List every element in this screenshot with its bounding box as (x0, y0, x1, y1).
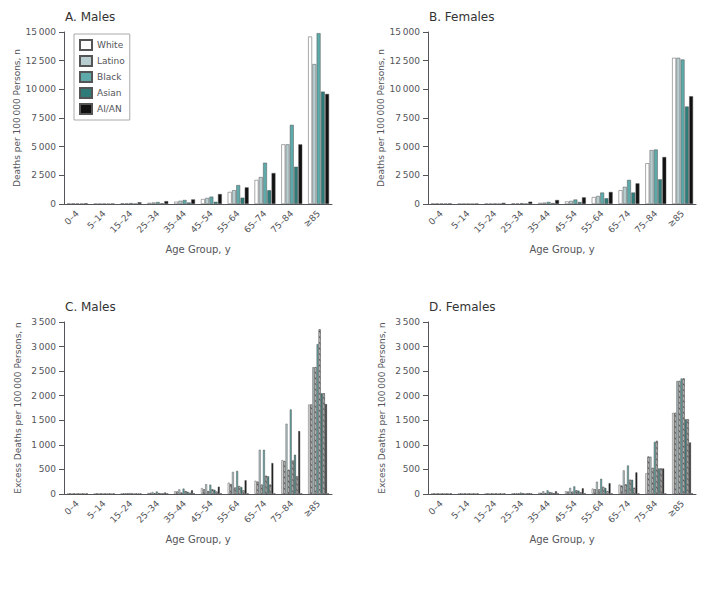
svg-text:5 000: 5 000 (395, 142, 420, 152)
svg-text:7 500: 7 500 (395, 113, 420, 123)
svg-text:Deaths per 100 000 Persons, n: Deaths per 100 000 Persons, n (12, 49, 22, 187)
svg-text:55–64: 55–64 (579, 498, 606, 525)
svg-text:15–24: 15–24 (108, 498, 135, 525)
svg-text:1 000: 1 000 (31, 440, 56, 450)
svg-text:35–44: 35–44 (526, 498, 553, 525)
svg-text:45–54: 45–54 (553, 498, 580, 525)
svg-text:Age Group, y: Age Group, y (529, 244, 594, 255)
svg-text:≥85: ≥85 (666, 498, 686, 518)
svg-text:0: 0 (50, 489, 56, 499)
svg-text:0–4: 0–4 (427, 208, 446, 227)
svg-text:3 000: 3 000 (395, 342, 420, 352)
svg-text:1 500: 1 500 (395, 415, 420, 425)
svg-text:15–24: 15–24 (472, 498, 499, 525)
svg-text:5–14: 5–14 (449, 208, 472, 231)
svg-text:75–84: 75–84 (269, 498, 296, 525)
svg-text:2 000: 2 000 (31, 391, 56, 401)
svg-text:25–34: 25–34 (499, 498, 526, 525)
svg-text:45–54: 45–54 (553, 208, 580, 235)
svg-text:15 000: 15 000 (390, 27, 421, 37)
svg-text:15–24: 15–24 (472, 208, 499, 235)
svg-text:12 500: 12 500 (390, 56, 421, 66)
svg-text:0: 0 (414, 199, 420, 209)
svg-text:55–64: 55–64 (579, 208, 606, 235)
svg-text:C. Males: C. Males (65, 300, 116, 314)
svg-text:Excess Deaths per 100 000 Pers: Excess Deaths per 100 000 Persons, n (13, 322, 23, 494)
svg-text:0–4: 0–4 (427, 498, 446, 517)
svg-text:15–24: 15–24 (108, 208, 135, 235)
svg-text:25–34: 25–34 (499, 208, 526, 235)
svg-text:500: 500 (403, 464, 420, 474)
svg-text:7 500: 7 500 (31, 113, 56, 123)
svg-text:75–84: 75–84 (633, 208, 660, 235)
svg-text:65–74: 65–74 (242, 208, 269, 235)
svg-text:Asian: Asian (97, 88, 122, 98)
svg-text:35–44: 35–44 (162, 208, 189, 235)
svg-text:2 000: 2 000 (395, 391, 420, 401)
svg-text:5–14: 5–14 (85, 498, 108, 521)
svg-text:D. Females: D. Females (429, 300, 496, 314)
svg-text:25–34: 25–34 (135, 208, 162, 235)
svg-text:White: White (97, 40, 124, 50)
svg-text:A. Males: A. Males (65, 10, 115, 24)
svg-text:500: 500 (39, 464, 56, 474)
svg-text:Latino: Latino (97, 56, 125, 66)
svg-text:≥85: ≥85 (302, 498, 322, 518)
svg-text:0: 0 (50, 199, 56, 209)
svg-text:65–74: 65–74 (242, 498, 269, 525)
svg-text:35–44: 35–44 (162, 498, 189, 525)
svg-text:3 000: 3 000 (31, 342, 56, 352)
svg-text:75–84: 75–84 (269, 208, 296, 235)
svg-text:AI/AN: AI/AN (97, 104, 122, 114)
svg-text:45–54: 45–54 (189, 208, 216, 235)
svg-text:2 500: 2 500 (395, 170, 420, 180)
svg-text:Excess Deaths per 100 000 Pers: Excess Deaths per 100 000 Persons, n (377, 322, 387, 494)
svg-text:5–14: 5–14 (449, 498, 472, 521)
svg-text:1 500: 1 500 (31, 415, 56, 425)
svg-text:65–74: 65–74 (606, 208, 633, 235)
svg-text:Age Group, y: Age Group, y (165, 534, 230, 545)
svg-text:5 000: 5 000 (31, 142, 56, 152)
svg-text:2 500: 2 500 (395, 366, 420, 376)
svg-text:12 500: 12 500 (26, 56, 57, 66)
svg-text:Deaths per 100 000 Persons, n: Deaths per 100 000 Persons, n (376, 49, 386, 187)
svg-text:10 000: 10 000 (390, 84, 421, 94)
svg-text:2 500: 2 500 (31, 170, 56, 180)
svg-text:0–4: 0–4 (63, 498, 82, 517)
svg-text:3 500: 3 500 (31, 317, 56, 327)
svg-text:65–74: 65–74 (606, 498, 633, 525)
svg-text:0: 0 (414, 489, 420, 499)
svg-text:0–4: 0–4 (63, 208, 82, 227)
svg-text:Age Group, y: Age Group, y (529, 534, 594, 545)
svg-text:55–64: 55–64 (215, 208, 242, 235)
svg-text:3 500: 3 500 (395, 317, 420, 327)
svg-text:75–84: 75–84 (633, 498, 660, 525)
svg-text:1 000: 1 000 (395, 440, 420, 450)
svg-text:≥85: ≥85 (302, 208, 322, 228)
svg-text:Black: Black (97, 72, 122, 82)
svg-text:35–44: 35–44 (526, 208, 553, 235)
svg-text:55–64: 55–64 (215, 498, 242, 525)
svg-text:B. Females: B. Females (429, 10, 495, 24)
svg-text:2 500: 2 500 (31, 366, 56, 376)
svg-text:15 000: 15 000 (26, 27, 57, 37)
svg-text:≥85: ≥85 (666, 208, 686, 228)
svg-text:25–34: 25–34 (135, 498, 162, 525)
svg-text:10 000: 10 000 (26, 84, 57, 94)
svg-text:5–14: 5–14 (85, 208, 108, 231)
svg-text:Age Group, y: Age Group, y (165, 244, 230, 255)
svg-text:45–54: 45–54 (189, 498, 216, 525)
